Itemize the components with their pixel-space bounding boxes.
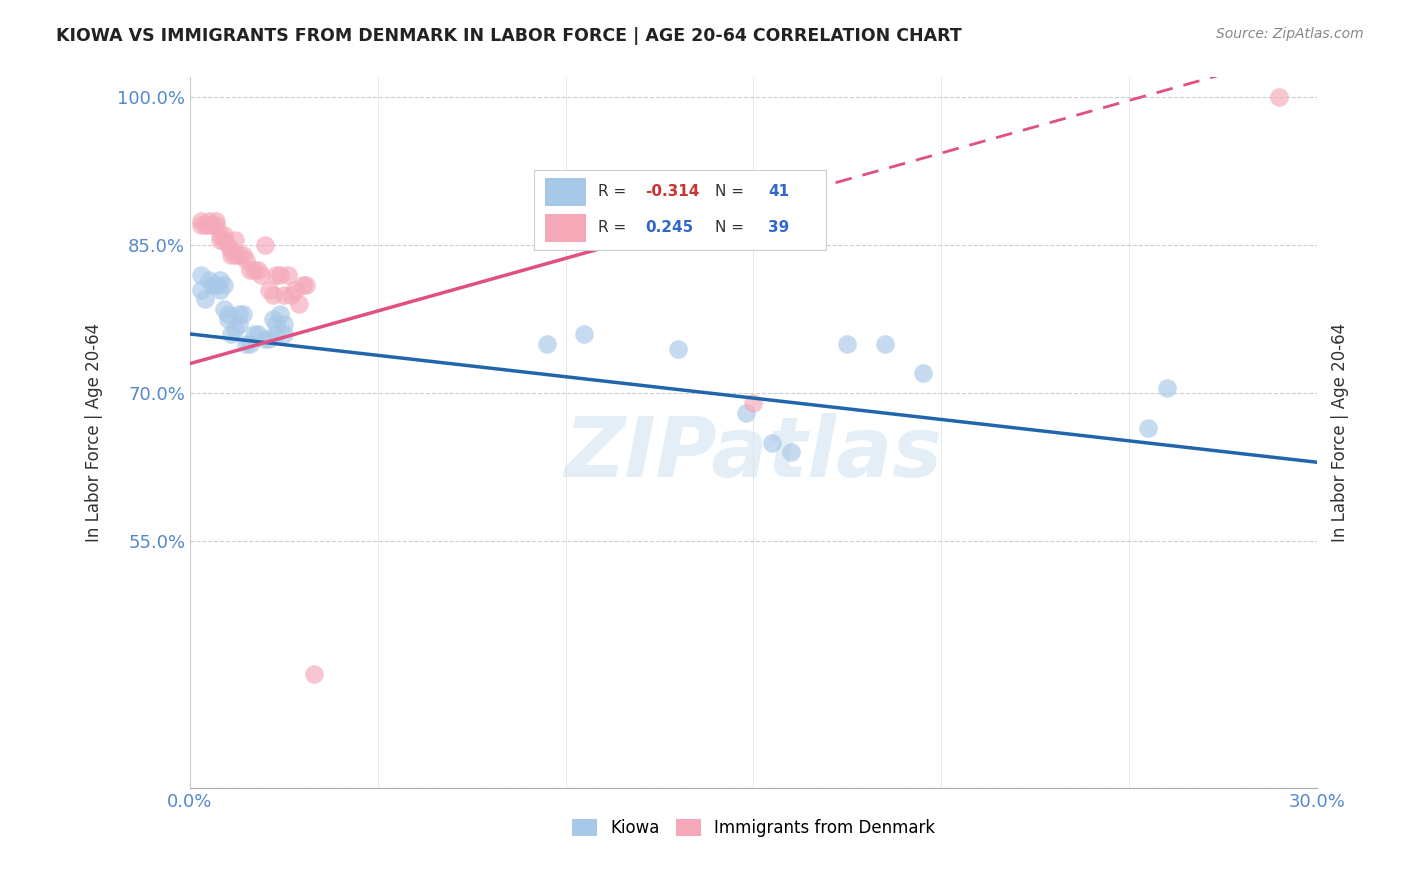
Point bbox=[284, 283, 307, 297]
Point bbox=[250, 268, 273, 282]
Y-axis label: In Labor Force | Age 20-64: In Labor Force | Age 20-64 bbox=[86, 323, 103, 542]
Point bbox=[194, 219, 217, 233]
Point bbox=[735, 406, 758, 420]
Point bbox=[221, 248, 243, 262]
Point bbox=[666, 342, 689, 356]
Point bbox=[277, 268, 299, 282]
Point bbox=[239, 336, 262, 351]
Point bbox=[224, 248, 246, 262]
Point bbox=[212, 277, 235, 292]
Point bbox=[837, 336, 859, 351]
Point bbox=[209, 273, 232, 287]
Point bbox=[243, 326, 266, 341]
Point bbox=[228, 317, 250, 331]
Point bbox=[239, 263, 262, 277]
Point bbox=[209, 228, 232, 243]
Point bbox=[257, 283, 280, 297]
Point bbox=[288, 297, 311, 311]
Y-axis label: In Labor Force | Age 20-64: In Labor Force | Age 20-64 bbox=[1331, 323, 1348, 542]
Point bbox=[254, 332, 277, 346]
Point bbox=[254, 238, 277, 252]
Text: Source: ZipAtlas.com: Source: ZipAtlas.com bbox=[1216, 27, 1364, 41]
Point bbox=[1136, 420, 1159, 434]
Point bbox=[280, 287, 302, 301]
Point bbox=[235, 252, 257, 267]
Point bbox=[209, 233, 232, 247]
Point bbox=[205, 277, 228, 292]
Point bbox=[1156, 381, 1178, 395]
Point bbox=[761, 435, 783, 450]
Point bbox=[246, 263, 269, 277]
Point bbox=[198, 213, 221, 227]
Point bbox=[190, 268, 212, 282]
Point bbox=[536, 336, 558, 351]
Point bbox=[217, 307, 239, 321]
Point bbox=[235, 336, 257, 351]
Point bbox=[221, 326, 243, 341]
Point bbox=[190, 219, 212, 233]
Point bbox=[574, 326, 596, 341]
Point bbox=[205, 219, 228, 233]
Point bbox=[269, 307, 291, 321]
Point bbox=[205, 277, 228, 292]
Point bbox=[273, 326, 295, 341]
Point bbox=[266, 317, 288, 331]
Point bbox=[257, 332, 280, 346]
Point bbox=[201, 277, 224, 292]
Point bbox=[217, 312, 239, 326]
Point bbox=[873, 336, 896, 351]
Point bbox=[205, 213, 228, 227]
Point bbox=[190, 213, 212, 227]
Point bbox=[212, 228, 235, 243]
Point bbox=[224, 322, 246, 336]
Point bbox=[780, 445, 803, 459]
Point bbox=[291, 277, 314, 292]
Point bbox=[228, 248, 250, 262]
Point bbox=[221, 243, 243, 257]
Point bbox=[295, 277, 318, 292]
Point bbox=[212, 233, 235, 247]
Point bbox=[273, 287, 295, 301]
Point bbox=[190, 283, 212, 297]
Point bbox=[194, 293, 217, 307]
Point bbox=[228, 307, 250, 321]
Point bbox=[243, 263, 266, 277]
Point bbox=[198, 219, 221, 233]
Point bbox=[232, 248, 254, 262]
Point bbox=[232, 307, 254, 321]
Point bbox=[302, 667, 325, 681]
Point bbox=[1268, 90, 1291, 104]
Point bbox=[266, 326, 288, 341]
Text: KIOWA VS IMMIGRANTS FROM DENMARK IN LABOR FORCE | AGE 20-64 CORRELATION CHART: KIOWA VS IMMIGRANTS FROM DENMARK IN LABO… bbox=[56, 27, 962, 45]
Point bbox=[742, 396, 765, 410]
Point bbox=[246, 326, 269, 341]
Point bbox=[224, 233, 246, 247]
Point bbox=[209, 283, 232, 297]
Point bbox=[911, 367, 934, 381]
Point bbox=[273, 317, 295, 331]
Point bbox=[266, 268, 288, 282]
Point bbox=[212, 302, 235, 317]
Text: ZIPatlas: ZIPatlas bbox=[565, 414, 942, 494]
Legend: Kiowa, Immigrants from Denmark: Kiowa, Immigrants from Denmark bbox=[565, 812, 942, 844]
Point bbox=[201, 219, 224, 233]
Point bbox=[198, 273, 221, 287]
Point bbox=[262, 287, 284, 301]
Point bbox=[217, 238, 239, 252]
Point bbox=[269, 268, 291, 282]
Point bbox=[262, 312, 284, 326]
